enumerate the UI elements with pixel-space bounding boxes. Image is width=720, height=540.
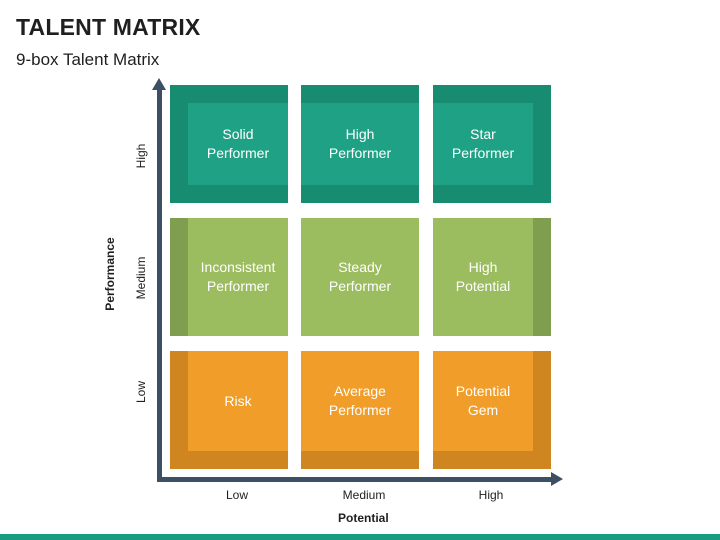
y-axis-arrow-icon [152,78,166,90]
cell-steady-performer: Steady Performer [301,218,419,336]
cell-label-line2: Performer [328,402,392,418]
cell-high-potential: High Potential [433,218,551,336]
x-axis-arrow-icon [551,472,563,486]
cell-label-line1: Star [470,126,496,142]
cell-high-performer: High Performer [301,85,419,203]
cell-label-line2: Performer [206,145,270,161]
cell-label-line1: High [345,126,375,142]
x-tick-medium: Medium [342,488,386,502]
cell-label-line1: Average [334,383,386,399]
cell-inconsistent-performer: Inconsistent Performer [170,218,288,336]
cell-label-line2: Performer [328,145,392,161]
cell-label-line1: Inconsistent [200,259,276,275]
cell-label-line2: Potential [455,278,511,294]
cell-label-line1: Solid [222,126,254,142]
cell-solid-performer: Solid Performer [170,85,288,203]
x-axis-line [157,477,554,482]
page-title: TALENT MATRIX [16,14,201,40]
y-tick-medium: Medium [134,256,148,300]
y-tick-low: Low [134,381,148,404]
cell-potential-gem: Potential Gem [433,351,551,469]
x-tick-low: Low [225,488,248,502]
cell-label-line2: Gem [467,402,499,418]
x-axis-title: Potential [338,511,389,525]
cell-label-line2: Performer [451,145,515,161]
cell-label-line1: High [468,259,498,275]
cell-label-line1: Risk [224,392,252,409]
page-subtitle: 9-box Talent Matrix [16,50,160,69]
cell-label-line1: Potential [455,383,511,399]
cell-risk: Risk [170,351,288,469]
cell-star-performer: Star Performer [433,85,551,203]
cell-average-performer: Average Performer [301,351,419,469]
cell-label-line2: Performer [328,278,392,294]
y-tick-high: High [134,143,148,169]
y-axis-line [157,86,162,482]
cell-label-line2: Performer [206,278,270,294]
footer-accent-bar [0,534,720,540]
x-tick-high: High [478,488,504,502]
y-axis-title: Performance [103,237,117,311]
cell-label-line1: Steady [338,259,382,275]
